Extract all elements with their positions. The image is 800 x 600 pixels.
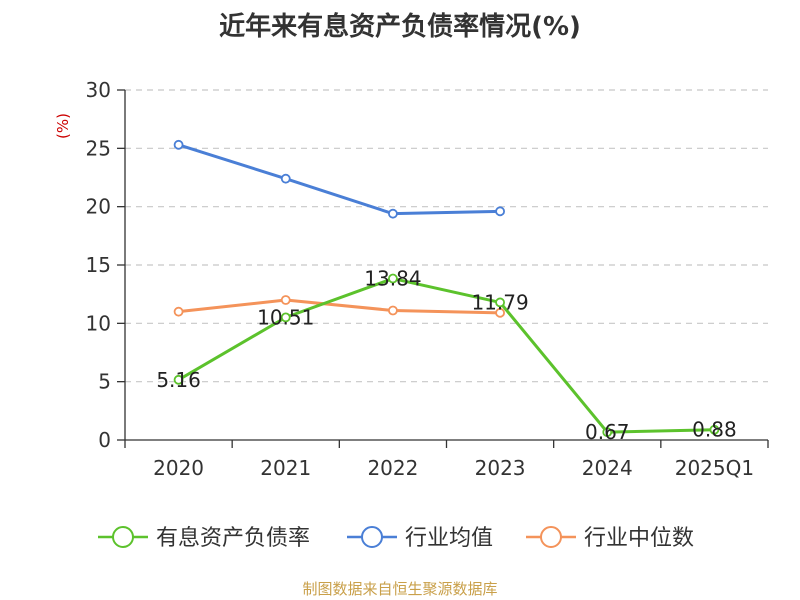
source-note: 制图数据来自恒生聚源数据库	[302, 580, 498, 598]
y-tick-label-30: 30	[86, 78, 111, 102]
x-tick-label-2022: 2022	[367, 456, 418, 480]
series-0-point-3	[495, 297, 505, 308]
series-line-0	[177, 277, 715, 434]
series-lines	[173, 139, 720, 438]
y-tick-label-5: 5	[98, 370, 111, 394]
legend-marker-0	[112, 526, 134, 548]
chart-title: 近年来有息资产负债率情况(%)	[219, 12, 581, 42]
y-axis-unit-label: (%)	[54, 113, 72, 139]
axes: 0 5 10 15 20 25 30 2020 2021 2022 2023 2024 2025Q1	[86, 78, 769, 480]
data-labels: 5.16 10.51 13.84 11.79 0.67 0.88	[156, 267, 736, 445]
series-line-2	[178, 298, 501, 315]
series-0-point-0	[173, 374, 184, 385]
data-label-2020: 5.16	[156, 368, 201, 392]
data-label-2025Q1: 0.88	[692, 418, 737, 442]
data-label-2024: 0.67	[585, 420, 630, 444]
series-2-point-3	[495, 307, 505, 318]
x-tick-label-2023: 2023	[475, 456, 526, 480]
series-1-point-3	[495, 206, 505, 217]
y-tick-label-20: 20	[86, 195, 111, 219]
series-2-point-1	[280, 295, 291, 305]
x-tick-label-2025Q1: 2025Q1	[675, 456, 754, 480]
x-tick-label-2021: 2021	[260, 456, 311, 480]
series-2-point-0	[173, 306, 184, 317]
series-0-point-2	[388, 273, 398, 284]
series-0-point-1	[280, 312, 291, 323]
y-tick-label-15: 15	[86, 253, 111, 277]
series-0-point-4	[602, 427, 613, 438]
data-label-2023: 11.79	[471, 290, 528, 314]
series-1-point-2	[388, 208, 398, 219]
y-tick-label-0: 0	[98, 428, 111, 452]
x-tick-label-2024: 2024	[582, 456, 633, 480]
legend-marker-2	[540, 526, 562, 548]
data-label-2021: 10.51	[257, 305, 314, 329]
series-1-point-0	[173, 139, 184, 150]
series-line-1	[178, 143, 501, 216]
legend-label-2: 行业中位数	[584, 526, 694, 551]
legend: 有息资产负债率 行业均值 行业中位数	[98, 526, 694, 551]
grid-lines	[125, 89, 768, 383]
legend-marker-1	[361, 526, 383, 548]
series-0-point-5	[709, 424, 720, 435]
series-1-point-1	[280, 173, 291, 184]
x-tick-label-2020: 2020	[153, 456, 204, 480]
legend-label-0: 有息资产负债率	[156, 526, 310, 551]
series-2-point-2	[388, 305, 398, 316]
data-label-2022: 13.84	[364, 267, 421, 291]
y-tick-label-10: 10	[86, 311, 111, 335]
legend-label-1: 行业均值	[405, 526, 493, 551]
y-tick-label-25: 25	[86, 136, 111, 160]
